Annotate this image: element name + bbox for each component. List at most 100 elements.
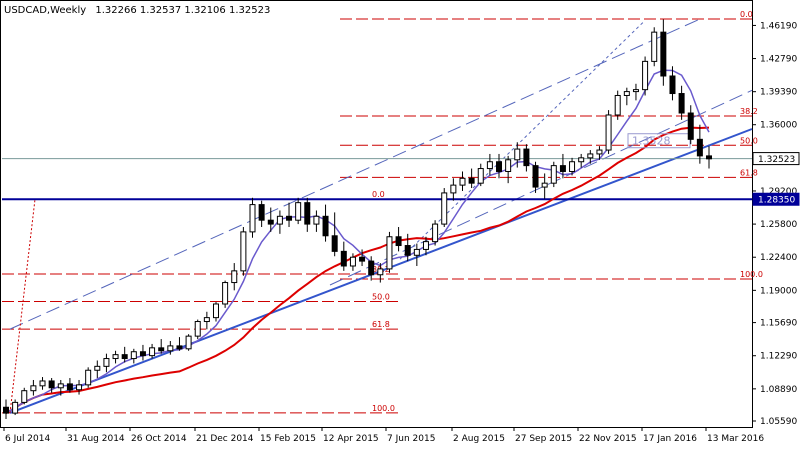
candle-body: [57, 383, 64, 389]
projection-box: [627, 133, 691, 149]
candle-body: [130, 351, 137, 360]
candle-body: [468, 177, 475, 184]
fib-level-label: 0.0: [372, 190, 385, 199]
fib-level-label: 38.2: [740, 107, 758, 116]
candle-body: [313, 215, 320, 225]
x-tick-label: 2 Aug 2015: [453, 434, 505, 444]
price-tags: 1.32523 1.28350: [752, 152, 800, 206]
candle-body: [569, 161, 576, 172]
candle-body: [295, 202, 302, 221]
x-tick-label: 17 Jan 2016: [643, 434, 697, 444]
candle-body: [267, 219, 274, 225]
candle-body: [623, 91, 630, 96]
candle-body: [605, 114, 612, 151]
candle-body: [167, 345, 174, 352]
candle-body: [276, 215, 283, 225]
current-price-tag-box: [752, 152, 800, 166]
candle-body: [203, 317, 210, 323]
x-tick-label: 31 Aug 2014: [67, 434, 125, 444]
candle-body: [76, 384, 83, 391]
y-tick-label: 1.42790: [760, 55, 797, 65]
y-tick-label: 1.36000: [760, 121, 797, 131]
candle-body: [139, 351, 146, 357]
current-price-tag: 1.32523: [758, 155, 795, 165]
candle-body: [103, 358, 110, 367]
candle-body: [706, 155, 712, 160]
dotted-guide-line: [399, 22, 644, 260]
x-tick-label: 22 Nov 2015: [579, 434, 637, 444]
fib-level-label: 100.0: [372, 404, 395, 413]
candle-body: [304, 202, 311, 225]
y-tick-label: 1.25800: [760, 220, 797, 230]
candle-body: [94, 365, 101, 371]
fib-level-label: 50.0: [372, 293, 390, 302]
x-axis: 6 Jul 2014 31 Aug 2014 26 Oct 2014 21 Dec 2…: [3, 427, 764, 444]
y-tick-label: 1.22400: [760, 253, 797, 263]
candle-body: [669, 75, 676, 95]
slow-moving-average: [5, 126, 710, 414]
y-tick-label: 1.39390: [760, 88, 797, 98]
y-tick-label: 1.05590: [760, 417, 797, 427]
candle-body: [368, 260, 375, 276]
candle-body: [30, 385, 37, 392]
fib-level-label: 50.0: [740, 136, 758, 145]
candle-body: [185, 335, 192, 350]
ohlc-values: 1.32266 1.32537 1.32106 1.32523: [95, 5, 270, 16]
projection-value: 1.3528: [632, 135, 671, 148]
candle-body: [21, 390, 28, 403]
candle-body: [112, 354, 119, 360]
x-tick-label: 21 Dec 2014: [196, 434, 254, 444]
candle-body: [651, 31, 658, 62]
candle-body: [632, 89, 639, 93]
y-tick-label: 1.29200: [760, 187, 797, 197]
x-tick-label: 13 Mar 2016: [707, 434, 764, 444]
x-tick-label: 7 Jun 2015: [387, 434, 435, 444]
y-tick-label: 1.08890: [760, 385, 797, 395]
candle-body: [486, 161, 493, 170]
candle-body: [496, 161, 503, 172]
candle-body: [121, 354, 128, 360]
candle-body: [395, 236, 402, 247]
candle-body: [642, 60, 649, 91]
candle-body: [514, 148, 521, 161]
candle-body: [459, 177, 466, 186]
candle-body: [340, 250, 347, 267]
candle-body: [505, 159, 512, 172]
candle-body: [587, 153, 594, 159]
fib-level-label: 100.0: [740, 270, 763, 279]
x-tick-label: 26 Oct 2014: [131, 434, 187, 444]
candle-body: [422, 241, 429, 250]
candle-body: [359, 256, 366, 262]
candle-body: [212, 303, 219, 319]
candle-body: [149, 347, 156, 357]
candle-body: [194, 321, 201, 337]
candle-body: [48, 380, 55, 389]
x-tick-label: 12 Apr 2015: [323, 434, 379, 444]
candle-body: [559, 165, 566, 172]
fib-level-label: 0.0: [740, 10, 753, 19]
candle-body: [240, 231, 247, 272]
support-price-tag: 1.28350: [758, 196, 795, 206]
candlesticks: [3, 19, 712, 419]
chart-title: USDCAD,Weekly 1.32266 1.32537 1.32106 1.…: [4, 5, 270, 16]
x-tick-label: 27 Sep 2015: [515, 434, 572, 444]
candle-body: [386, 236, 393, 270]
candle-body: [176, 345, 183, 350]
y-tick-label: 1.46190: [760, 21, 797, 31]
candle-body: [432, 223, 439, 243]
candle-body: [322, 215, 329, 237]
channel-lower-line: [329, 89, 753, 286]
x-tick-label: 15 Feb 2015: [260, 434, 316, 444]
x-tick-label: 6 Jul 2014: [5, 434, 50, 444]
candle-body: [678, 93, 685, 114]
candle-body: [85, 369, 92, 386]
y-tick-label: 1.12290: [760, 352, 797, 362]
fib-level-label: 61.8: [372, 320, 390, 329]
candle-body: [39, 380, 46, 387]
support-price-tag-box: [752, 192, 800, 206]
candle-body: [450, 184, 457, 194]
candle-body: [331, 235, 338, 252]
moving-averages: 1.3528: [5, 69, 710, 414]
